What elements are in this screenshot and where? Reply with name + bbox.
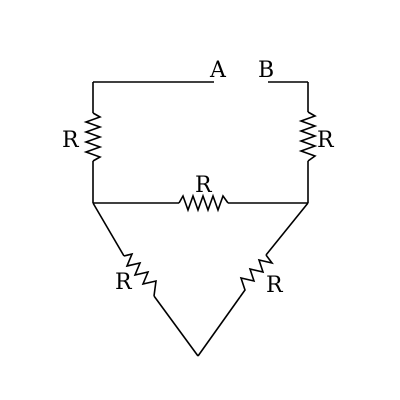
lower-left-resistor bbox=[123, 252, 157, 297]
lower-right-upper-wire bbox=[265, 202, 309, 256]
lower-left-lower-wire bbox=[153, 295, 199, 357]
lower-right-lower-wire bbox=[197, 296, 241, 357]
lower-right-resistor-label: R bbox=[266, 273, 284, 298]
left-resistor-label: R bbox=[62, 128, 80, 153]
terminal-a-label: A bbox=[209, 58, 227, 83]
left-resistor bbox=[83, 112, 103, 162]
middle-resistor-label: R bbox=[195, 173, 213, 198]
right-resistor bbox=[298, 111, 318, 162]
lower-left-upper-wire bbox=[92, 202, 125, 257]
lower-left-resistor-label: R bbox=[115, 270, 133, 295]
right-resistor-label: R bbox=[317, 128, 335, 153]
lower-right-resistor bbox=[239, 254, 274, 298]
terminal-b-label: B bbox=[258, 58, 274, 83]
middle-resistor bbox=[178, 193, 229, 213]
